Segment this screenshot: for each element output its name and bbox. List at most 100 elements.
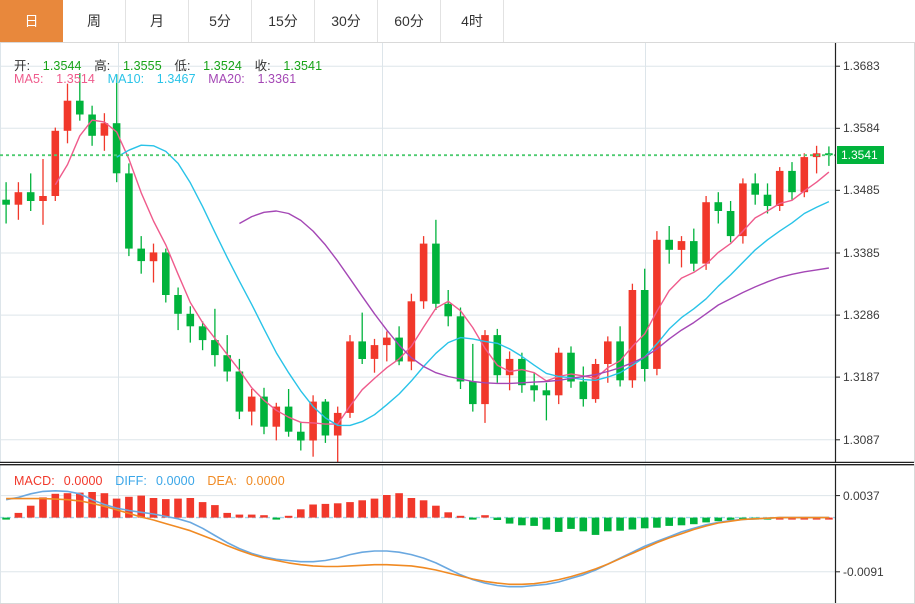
period-tab-label: 日 <box>24 13 39 29</box>
candle-body <box>591 364 600 400</box>
macd-bar <box>51 493 60 518</box>
macd-bar <box>530 517 538 526</box>
macd-bar <box>211 505 219 518</box>
period-tab-2[interactable]: 月 <box>126 0 189 42</box>
period-tab-label: 15分 <box>268 13 298 29</box>
period-tab-label: 60分 <box>394 13 424 29</box>
macd-bar <box>284 515 293 518</box>
macd-bar <box>554 517 563 532</box>
macd-bar <box>714 517 723 522</box>
candle-body <box>567 352 575 382</box>
candle-body <box>260 396 268 427</box>
period-tab-label: 30分 <box>331 13 361 29</box>
period-tab-5[interactable]: 30分 <box>315 0 378 42</box>
macd-bar <box>505 517 514 524</box>
candle-body <box>677 241 686 250</box>
candle-body <box>726 211 735 237</box>
macd-bar <box>395 493 403 518</box>
candle-body <box>2 199 10 205</box>
candle-body <box>493 335 502 376</box>
candle-body <box>174 295 182 314</box>
macd-bar <box>579 517 588 532</box>
price-axis-label-0: 1.3683 <box>843 59 880 74</box>
macd-bar <box>825 517 833 520</box>
macd-bar <box>247 514 256 518</box>
macd-bar <box>297 509 305 518</box>
price-axis-label-3: 1.3385 <box>843 246 880 260</box>
period-tab-label: 周 <box>87 13 101 29</box>
macd-bar <box>456 515 465 518</box>
candle-body <box>346 341 354 413</box>
candle-body <box>775 170 784 206</box>
candle-body <box>407 301 416 362</box>
period-tab-0[interactable]: 日 <box>0 0 63 42</box>
macd-line-dea <box>6 497 829 586</box>
period-tab-1[interactable]: 周 <box>63 0 126 42</box>
price-axis-label-2: 1.3485 <box>843 183 880 198</box>
period-tab-bar: 日 周 月 5分 15分 30分 60分 4时 <box>0 0 915 43</box>
macd-bar <box>321 503 330 518</box>
candle-body <box>469 381 477 405</box>
candle-body <box>800 157 809 193</box>
candle-body <box>763 194 772 206</box>
candle-body <box>739 183 747 237</box>
candle-body <box>640 290 649 369</box>
candle-body <box>690 241 698 264</box>
macd-chart-panel[interactable]: MACD: 0.0000 DIFF: 0.0000 DEA: 0.0000 0.003… <box>0 464 915 604</box>
candle-body <box>444 303 452 317</box>
price-axis-label-1: 1.3584 <box>843 121 880 136</box>
macd-bar <box>800 517 809 520</box>
macd-bar <box>432 505 440 518</box>
macd-bar <box>100 493 109 518</box>
macd-histogram <box>2 492 833 535</box>
candle-body <box>76 100 84 115</box>
candle-body <box>554 352 563 396</box>
macd-bar <box>640 517 649 529</box>
macd-bar <box>39 497 47 518</box>
candle-body <box>26 192 35 201</box>
macd-bar <box>775 517 784 520</box>
macd-bar <box>604 517 612 532</box>
candle-body <box>14 192 23 205</box>
period-tab-6[interactable]: 60分 <box>378 0 441 42</box>
candle-body <box>505 358 514 376</box>
period-tab-7[interactable]: 4时 <box>441 0 504 42</box>
macd-bar <box>370 498 379 518</box>
macd-bar <box>518 517 526 526</box>
candle-body <box>358 341 366 359</box>
ma-line-ma10 <box>116 144 830 427</box>
macd-line-diff <box>5 490 829 588</box>
candle-body <box>63 100 72 131</box>
candle-body <box>665 239 673 250</box>
macd-bar <box>174 498 182 518</box>
macd-bar <box>542 517 551 530</box>
macd-bar <box>26 505 35 518</box>
macd-bar <box>690 517 698 525</box>
macd-bar <box>653 517 661 528</box>
macd-bar <box>63 493 72 518</box>
macd-axis-label-1: -0.0091 <box>843 564 884 579</box>
candle-body <box>297 431 305 441</box>
period-tab-3[interactable]: 5分 <box>189 0 252 42</box>
candle-body <box>395 337 403 362</box>
candlestick-plot <box>0 43 915 463</box>
candlestick-chart-panel[interactable]: 开: 1.3544 高: 1.3555 低: 1.3524 收: 1.3541 … <box>0 43 915 463</box>
macd-bar <box>235 514 244 518</box>
macd-bar <box>812 517 821 520</box>
macd-bar <box>358 500 366 518</box>
period-tab-4[interactable]: 15分 <box>252 0 315 42</box>
macd-bar <box>223 512 231 518</box>
macd-bar <box>125 496 133 518</box>
candle-body <box>223 355 231 372</box>
candle-body <box>186 313 195 327</box>
candle-body <box>370 345 379 359</box>
candle-body <box>247 396 256 412</box>
candle-body <box>125 173 133 249</box>
candle-body <box>88 114 96 136</box>
price-axis-label-5: 1.3187 <box>843 370 880 385</box>
macd-bar <box>346 502 354 518</box>
candle-body <box>751 183 759 195</box>
macd-bar <box>407 498 416 518</box>
macd-bar <box>616 517 624 531</box>
candle-body <box>112 123 121 174</box>
